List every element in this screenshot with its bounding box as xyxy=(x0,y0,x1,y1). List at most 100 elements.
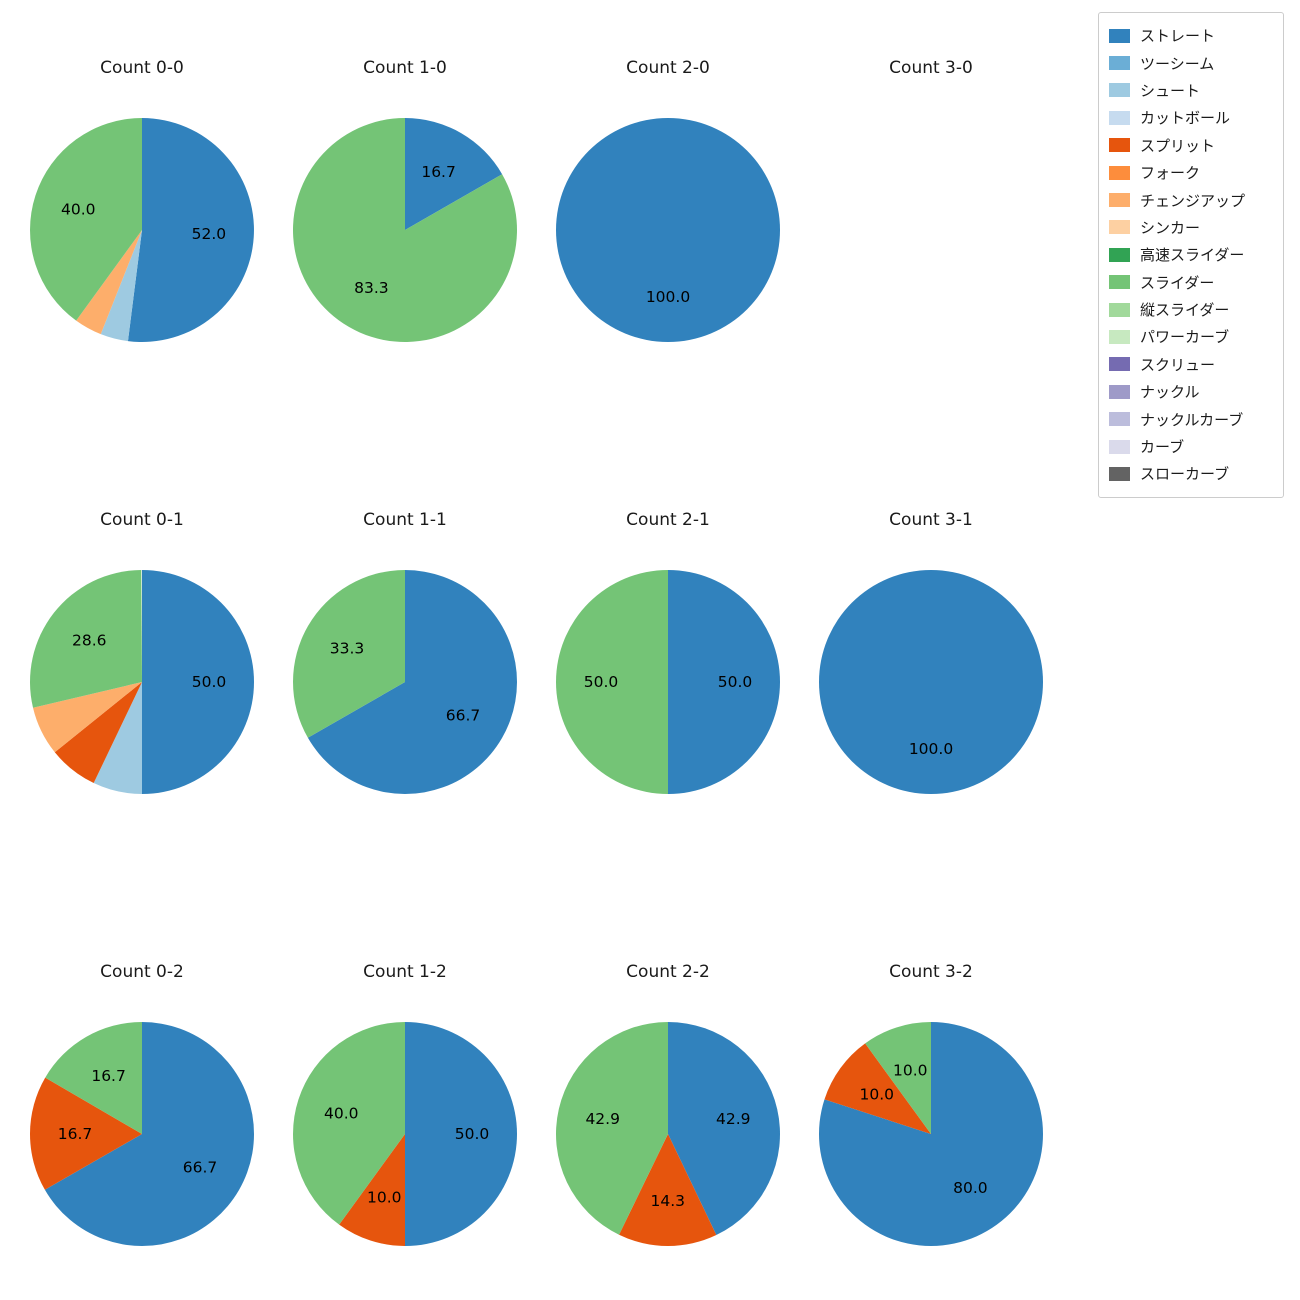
legend-swatch xyxy=(1109,138,1130,153)
pie-label: 40.0 xyxy=(324,1104,359,1122)
legend-label: カーブ xyxy=(1140,438,1185,457)
pie-slice-ストレート xyxy=(405,1022,517,1246)
legend-swatch xyxy=(1109,384,1130,399)
legend-label: スクリュー xyxy=(1140,355,1216,374)
pie-slice-ストレート xyxy=(556,118,780,342)
legend-item: ナックルカーブ xyxy=(1109,405,1267,432)
chart-title: Count 0-1 xyxy=(100,510,184,530)
legend-label: チェンジアップ xyxy=(1140,191,1246,210)
pie-label: 10.0 xyxy=(367,1189,402,1207)
legend-item: 縦スライダー xyxy=(1109,296,1267,323)
legend-item: スライダー xyxy=(1109,269,1267,296)
pie-slice-ストレート xyxy=(307,570,518,794)
pie-label: 40.0 xyxy=(61,200,96,218)
legend-item: 高速スライダー xyxy=(1109,241,1267,268)
chart-cell-count-2-2: Count 2-2 42.9 14.3 42.9 xyxy=(548,961,788,1254)
pie-slice-ストレート xyxy=(44,1022,255,1246)
chart-cell-count-1-0: Count 1-0 16.7 83.3 xyxy=(285,57,525,350)
pie-label: 50.0 xyxy=(584,673,619,691)
legend-items: ストレートツーシームシュートカットボール スプリットフォークチェンジアップシンカー… xyxy=(1109,22,1267,488)
pie-slice-チェンジアップ xyxy=(76,230,142,335)
chart-title: Count 2-0 xyxy=(626,58,710,78)
pie-slice-シュート xyxy=(93,682,142,794)
legend-item: スローカーブ xyxy=(1109,460,1267,487)
pie-slice-ストレート xyxy=(819,570,1043,794)
pie-label: 83.3 xyxy=(354,279,389,297)
legend-item: パワーカーブ xyxy=(1109,323,1267,350)
pie-label: 16.7 xyxy=(58,1125,93,1143)
pie-slice-スライダー xyxy=(556,1022,668,1235)
legend-swatch xyxy=(1109,193,1130,208)
chart-cell-count-1-1: Count 1-1 66.7 33.3 xyxy=(285,509,525,802)
chart-title: Count 0-2 xyxy=(100,962,184,982)
pie-slice-スライダー xyxy=(865,1022,931,1134)
pie-slice-スライダー xyxy=(292,118,517,342)
pie-label: 100.0 xyxy=(646,288,690,306)
chart-title: Count 2-1 xyxy=(626,510,710,530)
pie-label: 16.7 xyxy=(421,163,456,181)
pie-slice-スプリット xyxy=(29,1077,142,1190)
legend-label: スプリット xyxy=(1140,136,1216,155)
pie-slice-スライダー xyxy=(293,1022,405,1225)
legend-item: カットボール xyxy=(1109,104,1267,131)
pie-chart-count-1-0: 16.7 83.3 xyxy=(292,118,517,342)
chart-cell-count-0-1: Count 0-1 50.0 28.6 xyxy=(22,509,262,802)
legend-item: フォーク xyxy=(1109,159,1267,186)
pie-label: 28.6 xyxy=(72,632,107,650)
legend-swatch xyxy=(1109,357,1130,372)
chart-cell-count-2-0: Count 2-0 100.0 xyxy=(548,57,788,350)
pie-chart-count-2-2: 42.9 14.3 42.9 xyxy=(556,1022,780,1246)
legend-item: ストレート xyxy=(1109,22,1267,49)
pie-label: 10.0 xyxy=(893,1061,928,1079)
chart-title: Count 3-1 xyxy=(889,510,973,530)
pie-chart-count-2-1: 50.0 50.0 xyxy=(556,570,780,794)
legend-item: ナックル xyxy=(1109,378,1267,405)
pie-slice-スライダー xyxy=(29,570,143,708)
pie-slice-ストレート xyxy=(127,118,254,342)
legend-item: ツーシーム xyxy=(1109,49,1267,76)
pie-slice-スライダー xyxy=(30,118,142,321)
chart-cell-count-3-2: Count 3-2 80.0 10.0 10.0 xyxy=(811,961,1051,1254)
legend-label: ツーシーム xyxy=(1140,54,1215,73)
pie-label: 50.0 xyxy=(192,673,227,691)
legend-item: シンカー xyxy=(1109,214,1267,241)
pie-slice-スライダー xyxy=(293,570,405,738)
legend-item: シュート xyxy=(1109,77,1267,104)
pie-slice-スライダー xyxy=(45,1022,142,1134)
pie-slice-ストレート xyxy=(818,1022,1043,1246)
chart-title: Count 1-2 xyxy=(363,962,447,982)
pie-slice-スプリット xyxy=(54,682,143,784)
legend-label: ナックルカーブ xyxy=(1140,410,1244,429)
legend-label: カットボール xyxy=(1140,109,1231,128)
pie-label: 33.3 xyxy=(330,639,365,657)
legend-label: パワーカーブ xyxy=(1140,328,1230,347)
pie-chart-count-0-0: 52.0 40.0 xyxy=(30,118,254,342)
pie-label: 100.0 xyxy=(909,740,953,758)
pie-label: 10.0 xyxy=(860,1086,895,1104)
legend-label: スライダー xyxy=(1140,273,1215,292)
chart-title: Count 1-0 xyxy=(363,58,447,78)
pie-slice-ストレート xyxy=(668,1022,780,1236)
pie-label: 52.0 xyxy=(192,225,227,243)
chart-title: Count 1-1 xyxy=(363,510,447,530)
legend-swatch xyxy=(1109,329,1130,344)
pie-label: 80.0 xyxy=(953,1179,988,1197)
pie-slice-ストレート xyxy=(668,570,780,794)
legend-swatch xyxy=(1109,110,1130,125)
legend-label: ストレート xyxy=(1140,27,1216,46)
legend-label: シュート xyxy=(1140,81,1201,100)
pie-label: 50.0 xyxy=(455,1125,490,1143)
chart-cell-count-0-2: Count 0-2 66.7 16.7 16.7 xyxy=(22,961,262,1254)
pie-chart-count-3-2: 80.0 10.0 10.0 xyxy=(818,1022,1043,1246)
legend-label: 縦スライダー xyxy=(1140,301,1230,320)
chart-title: Count 2-2 xyxy=(626,962,710,982)
pie-slice-スプリット xyxy=(824,1043,931,1134)
legend-swatch xyxy=(1109,412,1130,427)
pie-label: 50.0 xyxy=(718,673,753,691)
chart-cell-count-2-1: Count 2-1 50.0 50.0 xyxy=(548,509,788,802)
chart-cell-count-0-0: Count 0-0 52.0 40.0 xyxy=(22,57,262,350)
chart-cell-count-3-1: Count 3-1 100.0 xyxy=(811,509,1051,802)
pie-slice-スライダー xyxy=(556,570,668,794)
chart-cell-count-1-2: Count 1-2 50.0 10.0 40.0 xyxy=(285,961,525,1254)
